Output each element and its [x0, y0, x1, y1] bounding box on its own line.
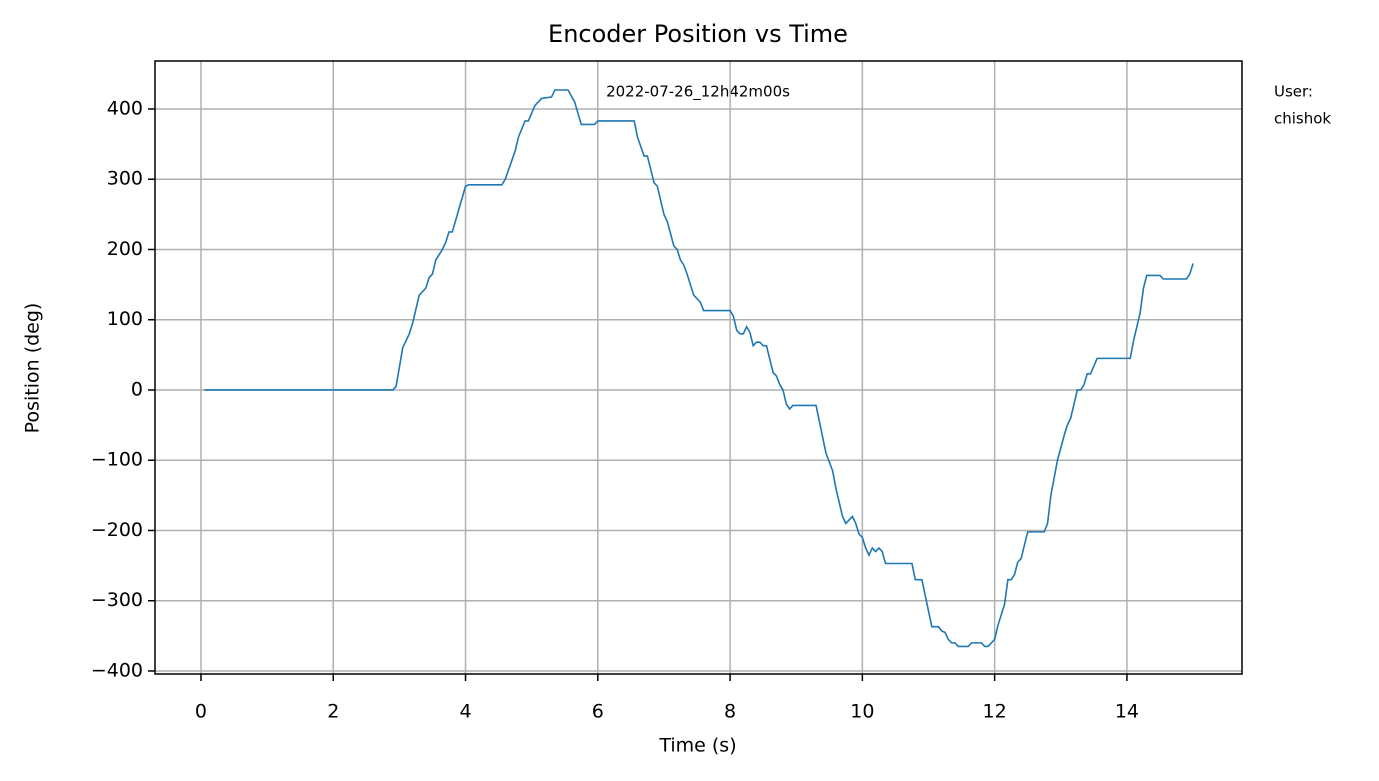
x-tick-label: 12 [983, 701, 1007, 723]
y-tick-label: −100 [91, 449, 143, 471]
x-tick-label: 0 [195, 701, 207, 723]
y-axis-label: Position (deg) [22, 303, 44, 434]
y-tick-label: 300 [107, 168, 143, 190]
user-name: chishok [1274, 110, 1331, 128]
x-tick-label: 10 [850, 701, 874, 723]
y-tick-label: 100 [107, 308, 143, 330]
y-tick-label: 400 [107, 97, 143, 119]
plot-frame [154, 60, 1243, 675]
y-tick-label: −200 [91, 519, 143, 541]
x-tick-label: 4 [459, 701, 471, 723]
y-tick-label: −400 [91, 659, 143, 681]
timestamp: 2022-07-26_12h42m00s [606, 83, 790, 102]
x-tick-label: 2 [327, 701, 339, 723]
x-tick-label: 6 [592, 701, 604, 723]
x-axis-label: Time (s) [658, 735, 736, 757]
y-tick-label: −300 [91, 589, 143, 611]
x-tick-label: 8 [724, 701, 736, 723]
user-label: User: [1274, 83, 1313, 101]
y-tick-label: 200 [107, 238, 143, 260]
chart-title: Encoder Position vs Time [548, 20, 848, 48]
data-line [204, 89, 1194, 648]
x-tick-label: 14 [1115, 701, 1139, 723]
y-tick-label: 0 [131, 378, 143, 400]
